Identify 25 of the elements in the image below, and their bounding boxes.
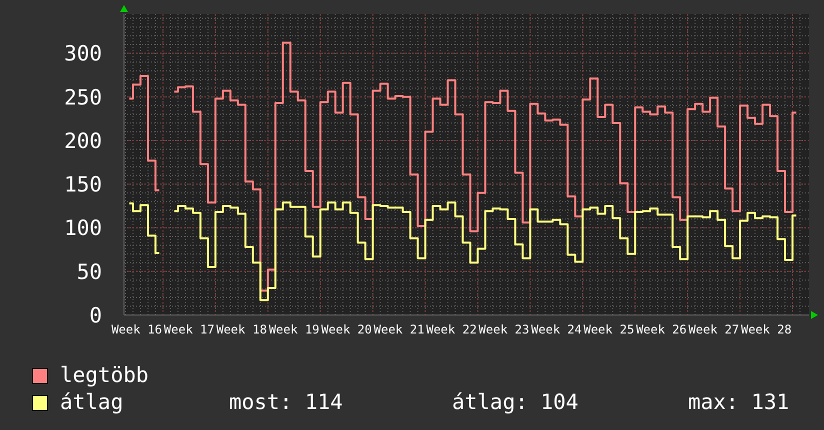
- text: max: 131: [688, 389, 790, 416]
- x-tick-label: Week 17: [164, 322, 214, 337]
- y-tick-label: 300: [64, 42, 102, 66]
- x-tick-label: Week 27: [688, 322, 740, 337]
- text: most: 114: [229, 389, 344, 416]
- legend-label: legtöbb: [60, 362, 150, 389]
- y-tick-label: 150: [64, 172, 102, 197]
- x-tick-label: Week 18: [216, 322, 267, 337]
- x-tick-label: Week 26: [636, 322, 687, 337]
- x-tick-label: Week 24: [531, 322, 582, 337]
- y-tick-label: 100: [64, 216, 102, 240]
- x-tick-label: Week 22: [426, 322, 477, 337]
- x-tick-label: Week 21: [374, 322, 424, 337]
- x-tick-label: Week 19: [268, 322, 320, 337]
- y-tick-label: 200: [64, 128, 102, 153]
- legend-label: átlag: [60, 389, 124, 416]
- text: átlag: 104: [452, 389, 580, 416]
- y-tick-label: 250: [64, 85, 102, 110]
- x-tick-label: Week 25: [584, 322, 634, 337]
- x-tick-label: Week 16: [111, 322, 162, 337]
- y-tick-label: 50: [76, 260, 102, 284]
- y-tick-label: 0: [89, 303, 102, 328]
- x-tick-label: Week 28: [740, 322, 792, 337]
- x-tick-label: Week 20: [321, 322, 372, 337]
- x-tick-label: Week 23: [478, 322, 530, 337]
